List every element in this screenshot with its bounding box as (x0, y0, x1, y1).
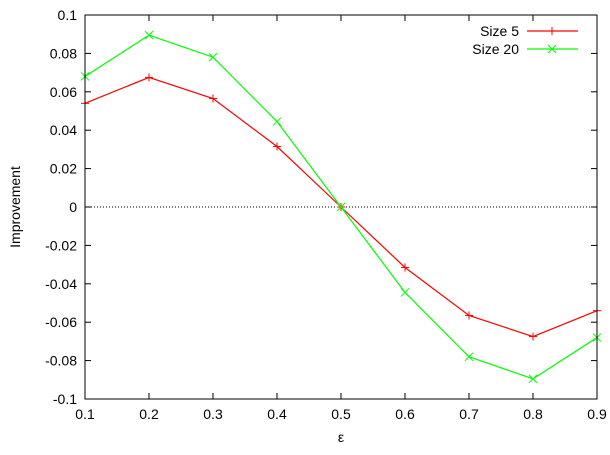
legend-label: Size 5 (480, 23, 519, 39)
data-point-series-1 (209, 94, 217, 103)
x-tick-label: 0.5 (331, 406, 351, 422)
data-point-series-2 (528, 374, 538, 384)
y-tick-label: 0.1 (58, 7, 78, 23)
x-tick-label: 0.4 (267, 406, 287, 422)
data-point-series-2 (272, 117, 282, 126)
x-axis-title: ε (338, 429, 344, 445)
y-tick-label: 0 (69, 199, 77, 215)
data-point-series-2 (208, 52, 218, 62)
data-point-series-2 (144, 30, 154, 40)
data-point-series-1 (273, 142, 281, 151)
y-tick-label: 0.08 (50, 45, 77, 61)
x-tick-label: 0.9 (587, 406, 607, 422)
data-point-series-1 (529, 332, 537, 341)
legend-marker (547, 44, 557, 54)
y-tick-label: 0.04 (50, 122, 77, 138)
x-tick-label: 0.3 (203, 406, 223, 422)
data-point-series-2 (336, 202, 346, 212)
series-layer (80, 30, 602, 384)
data-point-series-2 (464, 352, 474, 362)
y-tick-label: -0.08 (45, 353, 77, 369)
x-tick-label: 0.2 (139, 406, 159, 422)
y-tick-label: -0.06 (45, 314, 77, 330)
data-point-series-1 (401, 263, 409, 272)
ticks-layer: 0.1 0.2 0.3 0.4 0.5 0.6 0.7 0.8 0.9 0.1 0.08 0.06 0.… (45, 7, 607, 422)
data-point-series-2 (400, 288, 410, 297)
x-tick-label: 0.8 (523, 406, 543, 422)
legend-label: Size 20 (472, 41, 519, 57)
x-tick-label: 0.1 (75, 406, 95, 422)
y-tick-label: -0.02 (45, 237, 77, 253)
legend: Size 5 Size 20 (472, 23, 578, 57)
x-tick-label: 0.7 (459, 406, 479, 422)
data-point-series-1 (145, 73, 153, 82)
legend-marker (548, 27, 556, 35)
y-tick-label: -0.04 (45, 276, 77, 292)
y-tick-label: -0.1 (53, 391, 77, 407)
plot-frame (84, 14, 598, 400)
data-point-series-1 (465, 311, 473, 320)
x-tick-label: 0.6 (395, 406, 415, 422)
y-axis-title: Improvement (7, 166, 23, 248)
y-tick-label: 0.02 (50, 161, 77, 177)
y-tick-label: 0.06 (50, 84, 77, 100)
